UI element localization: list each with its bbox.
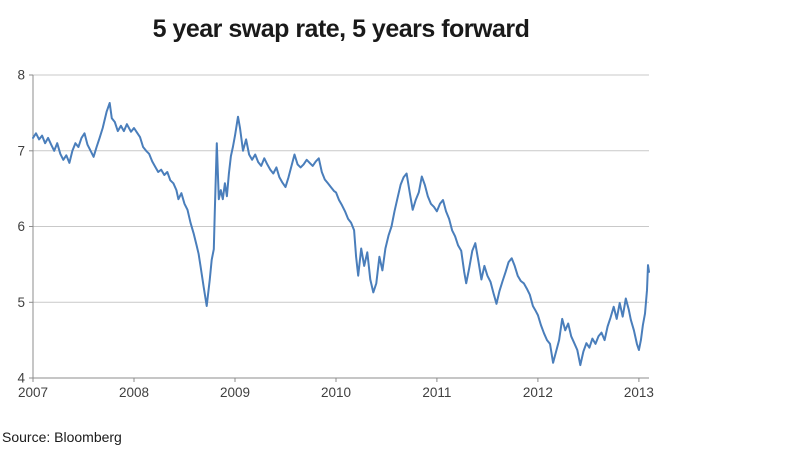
x-tick-label: 2009 (220, 385, 250, 400)
source-note: Source: Bloomberg (2, 429, 122, 445)
x-tick-label: 2013 (624, 385, 654, 400)
x-tick-label: 2007 (18, 385, 48, 400)
chart-title: 5 year swap rate, 5 years forward (152, 15, 530, 43)
y-tick-label: 6 (17, 219, 25, 234)
x-tick-label: 2010 (321, 385, 351, 400)
x-tick-label: 2008 (119, 385, 149, 400)
series-line (32, 102, 650, 367)
y-tick-label: 4 (17, 371, 25, 386)
x-tick-label: 2012 (523, 385, 553, 400)
x-tick-label: 2011 (422, 385, 451, 400)
y-tick-label: 7 (17, 143, 25, 158)
y-tick-label: 5 (17, 295, 25, 310)
y-tick-label: 8 (17, 68, 25, 83)
